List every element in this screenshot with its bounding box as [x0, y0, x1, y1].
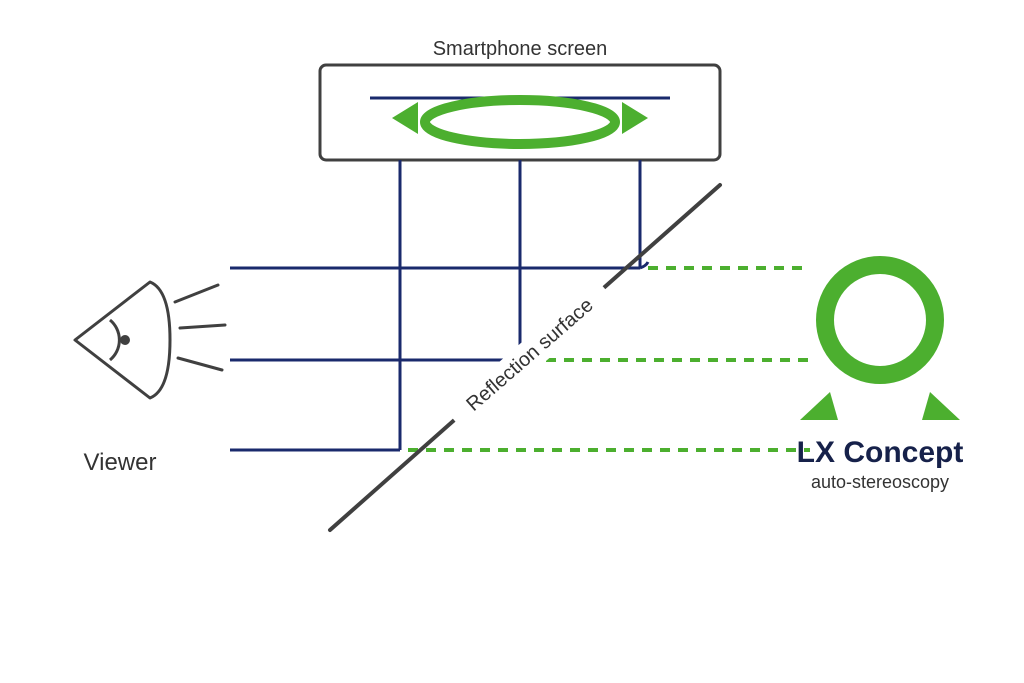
eye-lash-3	[178, 358, 222, 370]
logo-shoulder-1	[922, 392, 960, 420]
logo-ring	[825, 265, 935, 375]
eye-pupil	[120, 335, 130, 345]
reflection-label: Reflection surface	[462, 294, 597, 416]
screen-green-triangle-0	[392, 102, 418, 134]
screen-green-ellipse	[425, 100, 615, 144]
viewer-eye-icon	[75, 282, 225, 398]
eye-iris	[110, 320, 119, 360]
logo-title: LX Concept	[797, 436, 964, 469]
logo-subtitle: auto-stereoscopy	[811, 472, 949, 492]
screen-green-triangle-1	[622, 102, 648, 134]
eye-lash-1	[175, 285, 218, 302]
logo-shoulder-0	[800, 392, 838, 420]
reflection-label-group: Reflection surface	[445, 278, 616, 432]
viewer-label: Viewer	[84, 449, 157, 476]
screen-label: Smartphone screen	[433, 38, 608, 60]
eye-lash-2	[180, 325, 225, 328]
